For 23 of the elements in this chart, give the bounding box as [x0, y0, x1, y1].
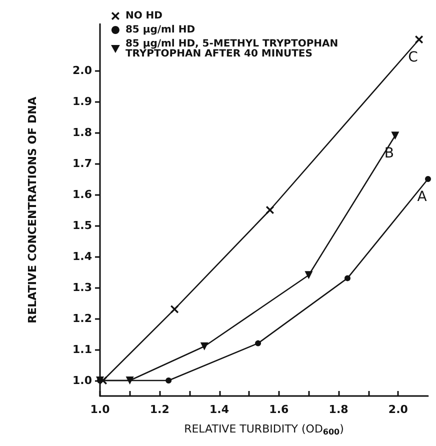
y-tick-label: 1.2 — [72, 312, 92, 325]
legend-label: 85 µg/ml HD, 5-METHYL TRYPTOPHAN TRYPTOPHAN AFTER 40 MINUTES — [125, 38, 338, 60]
y-tick-label: 1.4 — [72, 250, 92, 263]
y-tick-label: 1.6 — [72, 188, 92, 201]
x-tick-label: 1.8 — [328, 403, 348, 416]
y-tick-label: 2.0 — [72, 64, 92, 77]
y-tick-label: 1.9 — [72, 95, 92, 108]
x-tick-label: 1.2 — [150, 403, 170, 416]
legend-label: NO HD — [125, 10, 162, 22]
legend-label: 85 µg/ml HD — [125, 24, 196, 36]
annotation: C — [408, 50, 418, 66]
x-tick-label: 1.6 — [269, 403, 289, 416]
annotation: A — [417, 189, 428, 205]
x-tick-label: 1.4 — [210, 403, 230, 416]
x-tick-label: 1.0 — [90, 403, 110, 416]
y-tick-label: 1.0 — [72, 374, 92, 387]
y-tick-label: 1.7 — [72, 157, 92, 170]
y-axis-title: RELATIVE CONCENTRATIONS OF DNA — [26, 96, 39, 324]
x-tick-label: 2.0 — [388, 403, 408, 416]
y-tick-label: 1.5 — [72, 219, 92, 232]
y-tick-label: 1.8 — [72, 126, 92, 139]
y-tick-label: 1.1 — [72, 343, 92, 356]
y-tick-label: 1.3 — [72, 281, 92, 294]
